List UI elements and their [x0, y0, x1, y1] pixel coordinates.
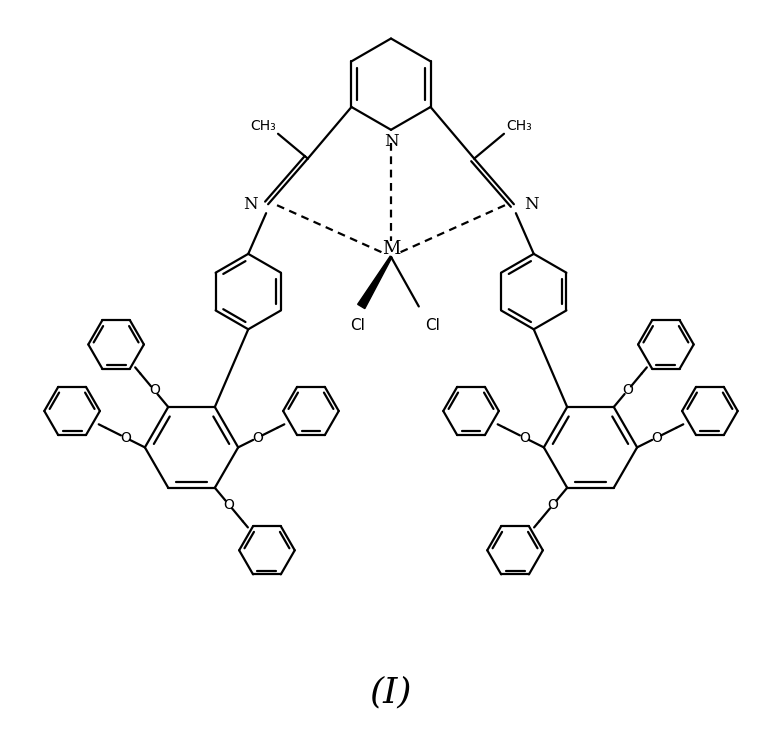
Text: O: O [622, 384, 633, 397]
Text: Cl: Cl [425, 318, 440, 333]
Text: N: N [524, 195, 539, 213]
Polygon shape [357, 256, 392, 309]
Text: O: O [519, 430, 529, 444]
Text: N: N [384, 132, 398, 150]
Text: O: O [224, 498, 235, 512]
Text: M: M [382, 240, 400, 258]
Text: Cl: Cl [350, 318, 364, 333]
Text: O: O [120, 430, 131, 444]
Text: O: O [253, 430, 263, 444]
Text: CH₃: CH₃ [506, 119, 532, 132]
Text: O: O [651, 430, 662, 444]
Text: CH₃: CH₃ [250, 119, 276, 132]
Text: O: O [149, 384, 160, 397]
Text: O: O [547, 498, 558, 512]
Text: N: N [243, 195, 258, 213]
Text: (Ⅰ): (Ⅰ) [370, 676, 412, 709]
